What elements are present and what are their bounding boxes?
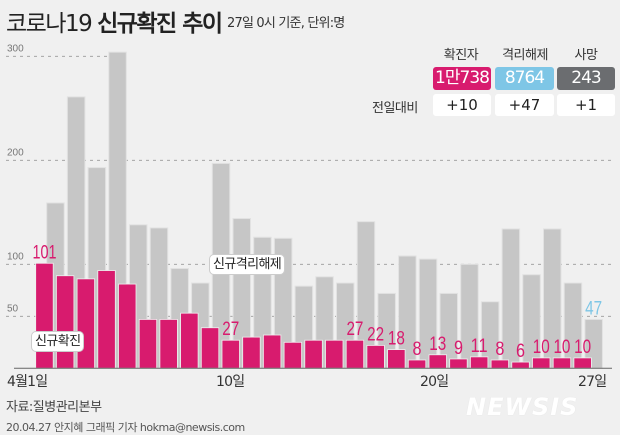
title-bold: 신규확진 추이 [97,11,223,37]
title-light: 코로나19 [6,11,93,37]
summary-diff-released: +47 [495,94,554,116]
confirmed-bar [325,339,344,369]
confirmed-bar [97,270,116,369]
confirmed-bar [76,278,95,369]
summary-value-released: 8764 [495,67,554,90]
confirmed-data-label: 9 [454,338,463,359]
legend-released-callout: 신규격리해제 [209,254,286,275]
confirmed-bar [573,357,592,369]
x-tick-label: 10일 [216,374,245,390]
confirmed-bar [242,336,261,369]
confirmed-bar [200,327,220,369]
confirmed-data-label: 27 [346,319,363,340]
summary-header-confirmed: 확진자 [443,48,479,63]
summary-header-released: 격리해제 [502,48,548,63]
confirmed-bar [552,357,572,369]
confirmed-data-label: 11 [471,336,488,357]
confirmed-data-label: 6 [516,341,525,362]
confirmed-data-label: 10 [574,337,591,358]
confirmed-data-label: 27 [222,319,239,340]
summary-diff-label: 전일대비 [372,101,418,116]
confirmed-bar [469,356,489,369]
confirmed-bar [490,359,510,369]
confirmed-bar [221,339,240,369]
confirmed-data-label: 8 [413,339,422,360]
confirmed-data-label: 101 [32,242,56,263]
confirmed-bar [387,349,406,369]
confirmed-data-label: 10 [553,337,570,358]
summary-diff-confirmed: +10 [433,94,491,116]
chart-subtitle: 27일 0시 기준, 단위:명 [227,16,345,31]
confirmed-bar [159,319,178,369]
confirmed-bar [407,359,427,369]
x-tick-label: 20일 [420,374,449,390]
confirmed-bar [180,312,199,369]
confirmed-bar [304,339,323,369]
source-text: 자료:질병관리본부 [6,400,102,415]
confirmed-bar [262,334,282,369]
confirmed-data-label: 18 [388,329,405,350]
confirmed-data-label: 22 [367,324,384,345]
released-data-label: 47 [585,298,602,319]
confirmed-bar [449,358,468,369]
confirmed-bar [345,339,365,369]
summary-value-deaths: 243 [557,67,615,90]
confirmed-bar [35,262,54,369]
summary-header-deaths: 사망 [574,48,598,63]
confirmed-bar [428,354,447,369]
confirmed-bar [532,357,551,369]
newsis-logo: NEWSIS [466,393,579,421]
summary-diff-deaths: +1 [557,94,615,116]
chart-title: 코로나19 신규확진 추이 [6,4,223,38]
summary-value-confirmed: 1만738 [433,67,491,90]
confirmed-data-label: 13 [429,334,446,355]
y-tick-label: 200 [7,147,24,158]
credit-text: 20.04.27 안지혜 그래픽 기자 hokma@newsis.com [6,421,245,434]
confirmed-bar [138,319,158,369]
x-tick-label: 27일 [578,374,607,390]
y-tick-label: 300 [7,43,24,54]
confirmed-data-label: 8 [495,339,504,360]
legend-confirmed-callout: 신규확진 [31,331,85,352]
confirmed-bar [56,275,75,369]
confirmed-bar [511,361,530,369]
confirmed-bar [366,345,385,369]
confirmed-bar [118,283,137,369]
confirmed-bar [283,341,303,369]
y-tick-label: 100 [7,251,24,262]
y-tick-label: 50 [7,303,19,314]
x-tick-label: 4월1일 [7,374,48,390]
confirmed-data-label: 10 [533,337,550,358]
